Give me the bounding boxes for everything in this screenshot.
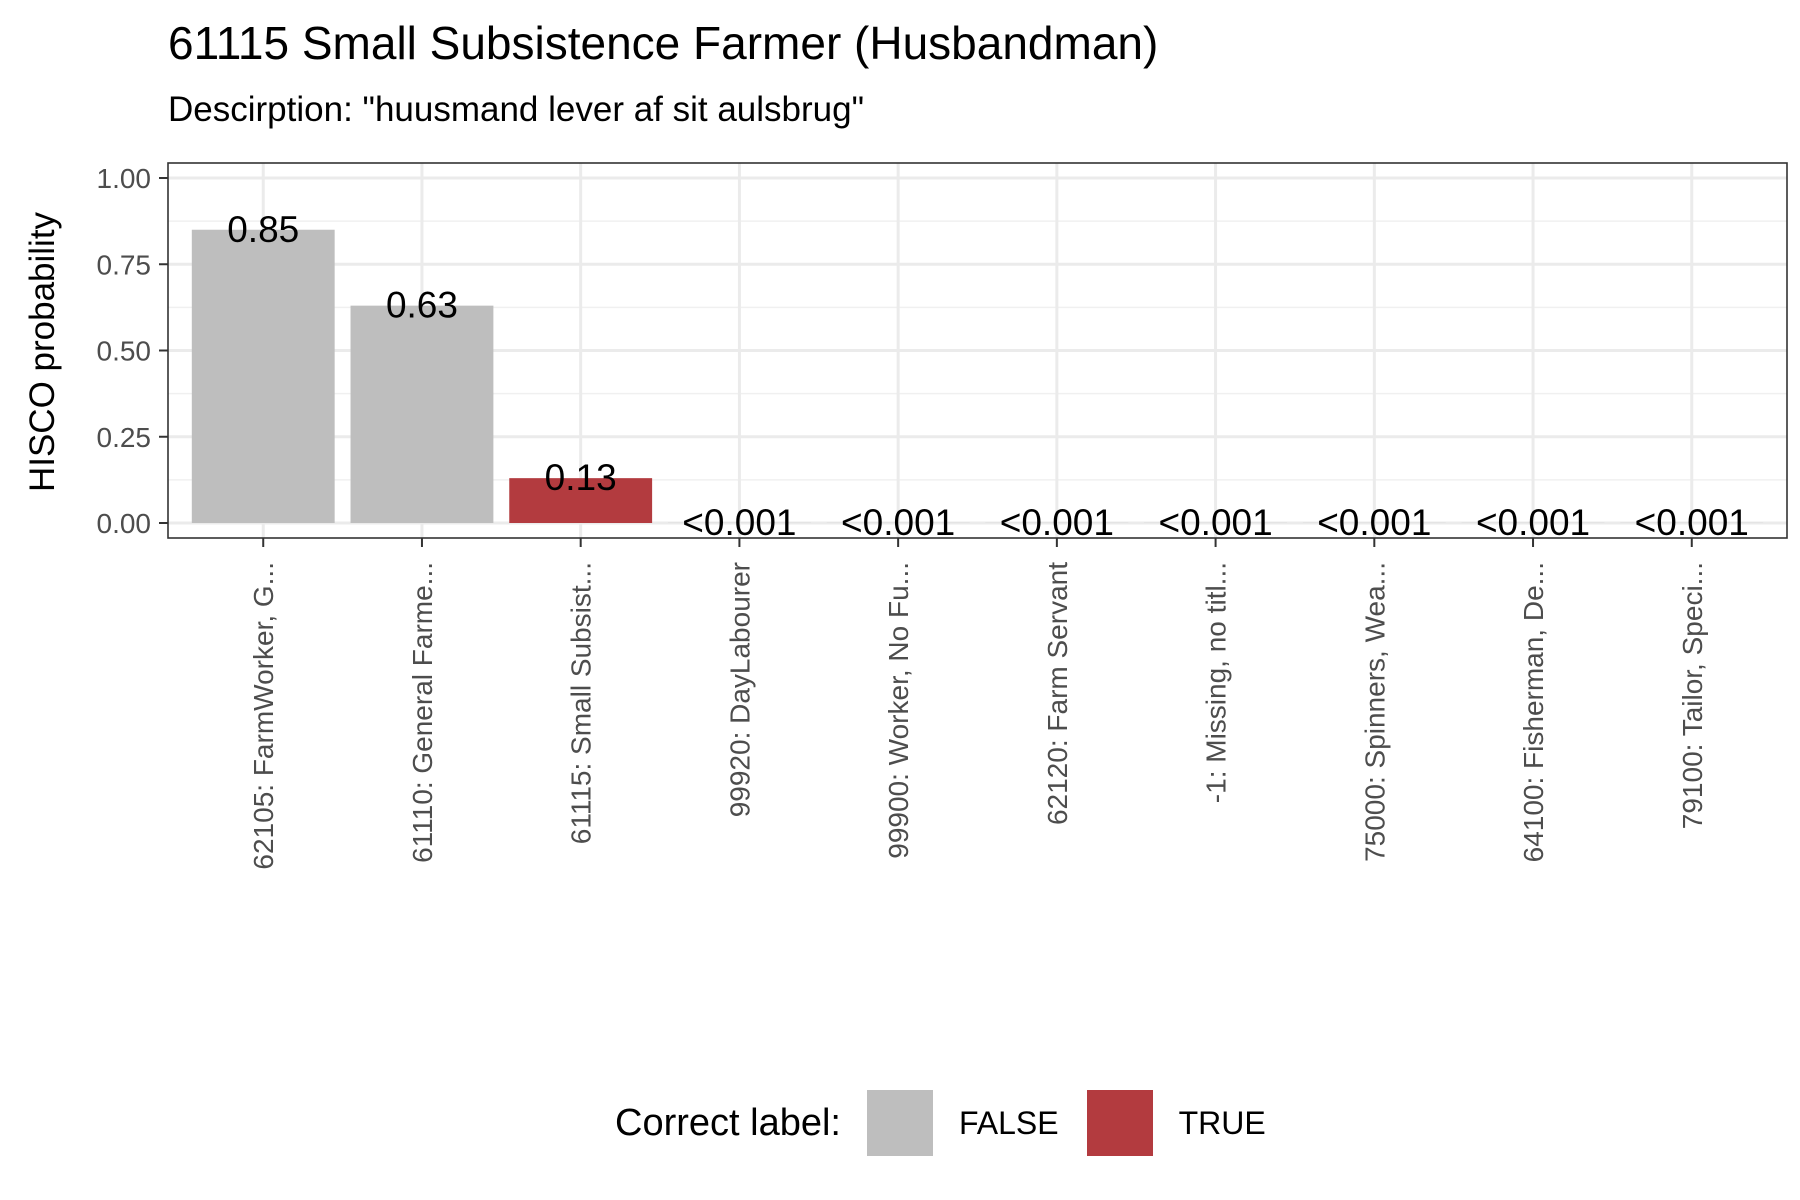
legend-key-false [866,1090,933,1156]
legend: Correct label: FALSE TRUE [615,1090,1294,1156]
x-tick-label: 61115: Small Subsist... [566,562,597,844]
x-tick-label: 79100: Tailor, Speci... [1677,562,1708,829]
bar-layer [191,229,1764,523]
y-tick-label: 1.00 [97,163,152,194]
data-label: <0.001 [1476,502,1590,543]
x-tick-label: 75000: Spinners, Wea... [1359,562,1390,862]
x-tick-label: 99920: DayLabourer [724,562,755,817]
data-label: <0.001 [1635,502,1749,543]
x-tick-label: 64100: Fisherman, De... [1518,562,1549,862]
bar-2 [350,305,494,523]
y-tick-label: 0.25 [97,422,152,453]
data-label: <0.001 [1317,502,1431,543]
data-label: <0.001 [1158,502,1272,543]
x-tick-label: 99900: Worker, No Fu... [883,562,914,859]
data-label-layer: 0.85 0.63 0.13 <0.001 <0.001 <0.001 <0.001 <0.0… [227,209,1749,543]
data-label: 0.85 [227,209,299,250]
data-label: <0.001 [841,502,955,543]
bar-3 [509,478,653,523]
legend-label-false: FALSE [958,1104,1059,1141]
x-tick-label: 62120: Farm Servant [1042,562,1073,825]
bar-chart: 0.85 0.63 0.13 <0.001 <0.001 <0.001 <0.001 <0.0… [23,162,1788,870]
chart-title: 61115 Small Subsistence Farmer (Husbandm… [168,17,1159,69]
y-axis-title: HISCO probability [23,211,62,492]
y-tick-label: 0.75 [97,249,152,280]
y-tick-label: 0.00 [97,508,152,539]
data-label: 0.13 [545,457,617,498]
legend-title: Correct label: [615,1101,841,1144]
data-label: <0.001 [682,502,796,543]
x-tick-label: 61110: General Farme... [407,562,438,863]
data-label: <0.001 [1000,502,1114,543]
legend-label-true: TRUE [1178,1104,1266,1141]
x-tick-label: 62105: FarmWorker, G... [248,562,279,870]
bar-1 [191,229,335,523]
axis-layer: 0.00 0.25 0.50 0.75 1.00 62105: FarmWorker, G… [97,163,1708,870]
y-tick-label: 0.50 [97,336,152,367]
x-tick-label: -1: Missing, no titl... [1201,562,1232,803]
data-label: 0.63 [386,285,458,326]
chart-subtitle: Descirption: "huusmand lever af sit auls… [168,90,865,129]
legend-key-true [1086,1090,1153,1156]
